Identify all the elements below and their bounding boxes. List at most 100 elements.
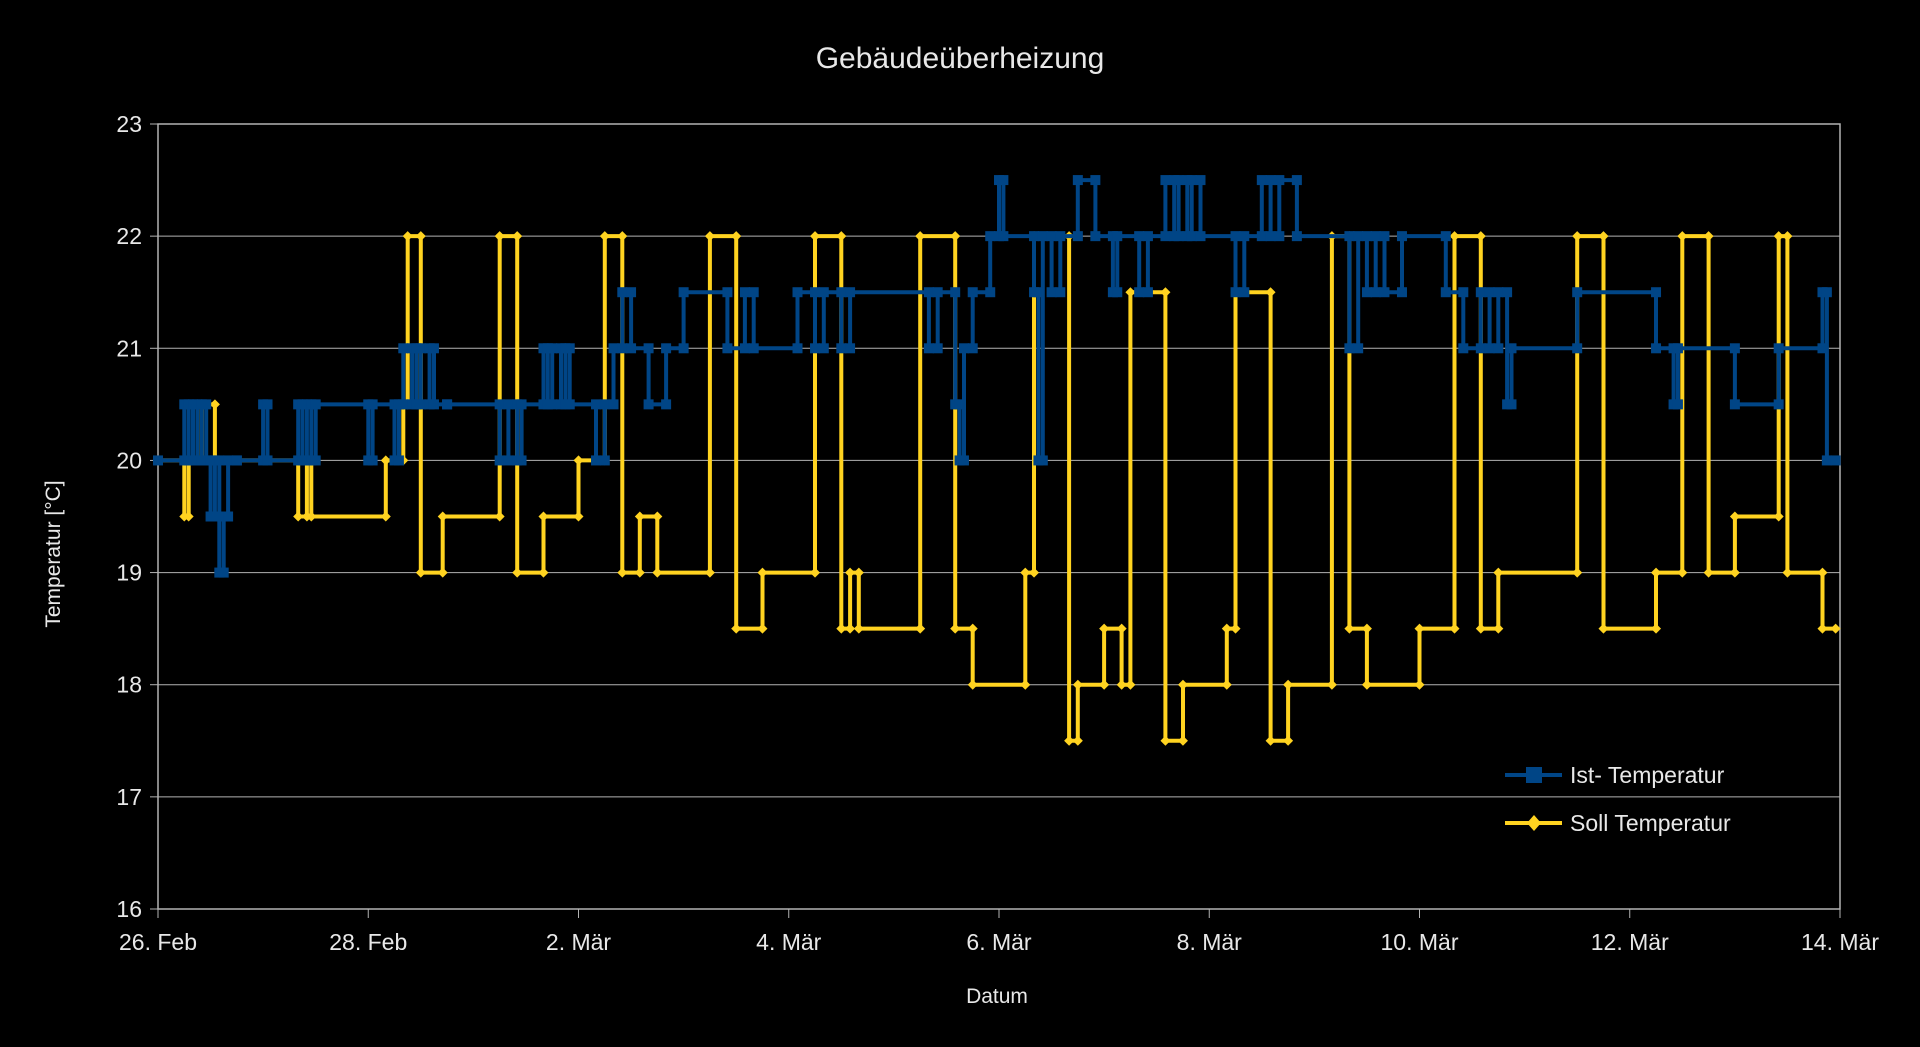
data-point <box>1361 287 1372 298</box>
data-point <box>1195 175 1206 186</box>
data-point <box>1506 399 1517 410</box>
data-point <box>1353 343 1364 354</box>
data-point <box>1291 231 1302 242</box>
data-point <box>428 399 439 410</box>
data-point <box>810 567 821 578</box>
data-point <box>1160 287 1171 298</box>
data-point <box>218 567 229 578</box>
chart-title: Gebäudeüberheizung <box>816 42 1105 75</box>
data-point <box>818 287 829 298</box>
data-point <box>967 623 978 634</box>
data-point <box>722 343 733 354</box>
x-tick-label: 26. Feb <box>119 929 197 955</box>
data-point <box>1055 287 1066 298</box>
data-point <box>1598 231 1609 242</box>
data-point <box>1493 567 1504 578</box>
x-tick-label: 2. Mär <box>546 929 612 955</box>
data-point <box>1230 287 1241 298</box>
data-point <box>998 231 1009 242</box>
data-point <box>1475 623 1486 634</box>
data-point <box>643 399 654 410</box>
data-point <box>153 455 163 466</box>
y-tick-label: 17 <box>116 784 142 810</box>
data-point <box>845 287 856 298</box>
data-point <box>1173 175 1184 186</box>
data-point <box>1782 231 1793 242</box>
grid <box>150 123 1841 918</box>
data-point <box>748 287 759 298</box>
x-tick-label: 28. Feb <box>329 929 407 955</box>
data-point <box>652 567 663 578</box>
data-point <box>1773 511 1784 522</box>
data-point <box>214 455 225 466</box>
x-tick-label: 10. Mär <box>1381 929 1459 955</box>
data-point <box>573 511 584 522</box>
data-point <box>1134 287 1145 298</box>
data-point <box>1677 231 1688 242</box>
y-tick-label: 20 <box>116 447 142 473</box>
series-line <box>158 234 1836 743</box>
data-point <box>748 343 759 354</box>
data-point <box>661 343 672 354</box>
data-point <box>415 399 426 410</box>
data-point <box>1572 567 1583 578</box>
data-point <box>678 287 689 298</box>
data-point <box>1160 175 1171 186</box>
data-point <box>1379 231 1390 242</box>
data-point <box>1729 511 1740 522</box>
data-point <box>1099 623 1110 634</box>
data-point <box>1572 287 1583 298</box>
data-point <box>1274 175 1285 186</box>
data-point <box>1475 231 1486 242</box>
data-point <box>1134 231 1145 242</box>
x-tick-labels: 26. Feb 28. Feb 2. Mär 4. Mär 6. Mär 8. Mär 10… <box>119 929 1879 955</box>
data-point <box>1221 623 1232 634</box>
data-point <box>1475 287 1486 298</box>
data-point <box>1029 567 1040 578</box>
data-point <box>1449 231 1460 242</box>
data-point <box>512 567 523 578</box>
data-point <box>810 231 821 242</box>
data-point <box>1830 623 1841 634</box>
data-point <box>393 455 404 466</box>
data-point <box>1361 231 1372 242</box>
data-point <box>398 343 409 354</box>
data-point <box>380 511 391 522</box>
data-point <box>652 511 663 522</box>
data-point <box>634 511 645 522</box>
data-point <box>1817 623 1828 634</box>
data-point <box>1177 735 1188 746</box>
data-point <box>1125 679 1136 690</box>
data-point <box>367 455 378 466</box>
data-point <box>512 231 523 242</box>
data-point <box>1072 679 1083 690</box>
x-tick-label: 4. Mär <box>756 929 822 955</box>
data-point <box>437 511 448 522</box>
data-point <box>792 343 803 354</box>
data-point <box>1265 735 1276 746</box>
data-point <box>1773 231 1784 242</box>
y-tick-label: 18 <box>116 672 142 698</box>
data-point <box>494 511 505 522</box>
legend: Ist- Temperatur Soll Temperatur <box>1505 762 1731 836</box>
data-point <box>932 287 943 298</box>
data-point <box>1493 623 1504 634</box>
x-tick-label: 12. Mär <box>1591 929 1669 955</box>
data-point <box>599 231 610 242</box>
data-point <box>262 455 273 466</box>
data-point <box>845 623 856 634</box>
data-point <box>1672 399 1683 410</box>
y-tick-labels: 16 17 18 19 20 21 22 23 <box>116 111 142 922</box>
data-point <box>573 455 584 466</box>
data-point <box>1142 287 1153 298</box>
data-point <box>818 343 829 354</box>
data-point <box>739 343 750 354</box>
data-point <box>428 343 439 354</box>
x-tick-label: 6. Mär <box>966 929 1032 955</box>
data-point <box>1502 287 1513 298</box>
data-point <box>1672 343 1683 354</box>
data-point <box>954 399 965 410</box>
data-point <box>1283 679 1294 690</box>
data-point <box>608 399 619 410</box>
